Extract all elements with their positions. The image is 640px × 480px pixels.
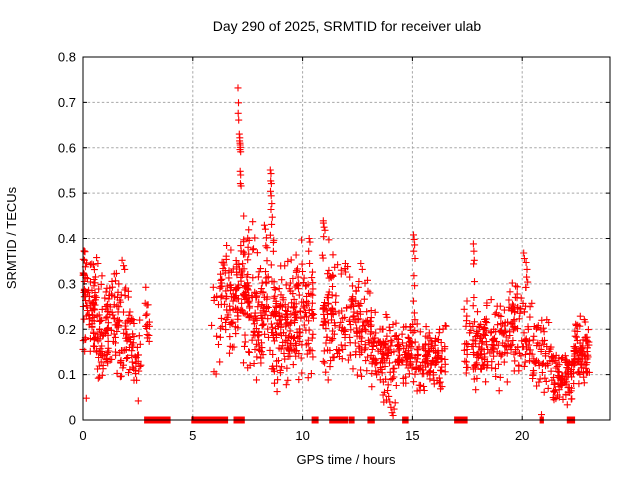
x-tick-label: 10 [295, 428, 309, 443]
x-tick-label: 15 [405, 428, 419, 443]
y-tick-label: 0.1 [58, 367, 76, 382]
y-tick-label: 0.3 [58, 276, 76, 291]
border-path [82, 56, 611, 421]
y-tick-label: 0 [69, 413, 76, 428]
y-tick-label: 0.6 [58, 140, 76, 155]
y-tick-label: 0.7 [58, 95, 76, 110]
grid-path [83, 57, 610, 420]
y-tick-label: 0.5 [58, 186, 76, 201]
x-tick-label: 5 [189, 428, 196, 443]
data-series-path [79, 84, 593, 419]
tick-labels: 0 5 10 15 20 0 0.1 0.2 0.3 0.4 0.5 0.6 0.7 0.8 [58, 50, 530, 444]
gridlines [83, 57, 610, 420]
plot-border-and-ticks [82, 56, 611, 421]
scatter-points [79, 84, 593, 419]
x-axis-label: GPS time / hours [297, 452, 396, 467]
x-tick-label: 20 [515, 428, 529, 443]
y-tick-label: 0.2 [58, 322, 76, 337]
y-axis-label: SRMTID / TECUs [4, 186, 19, 289]
y-tick-label: 0.4 [58, 231, 76, 246]
chart-title: Day 290 of 2025, SRMTID for receiver ula… [213, 18, 482, 34]
y-tick-label: 0.8 [58, 50, 76, 65]
x-tick-label: 0 [79, 428, 86, 443]
